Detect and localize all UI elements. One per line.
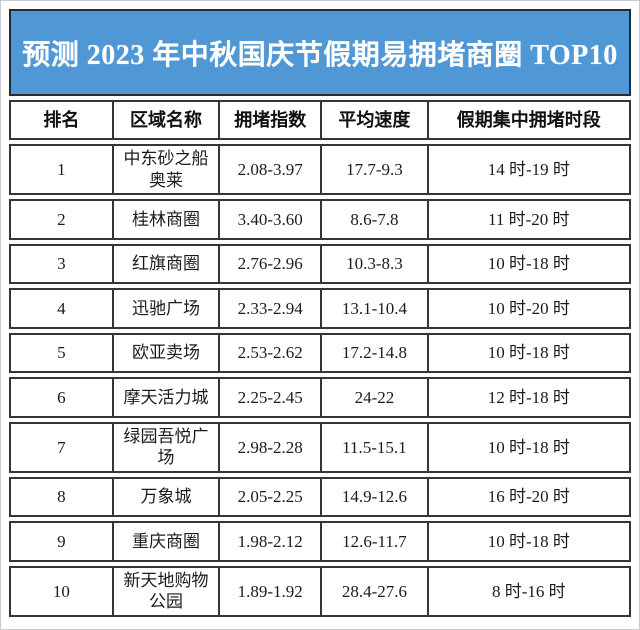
cell-period: 10 时-20 时 <box>427 288 631 329</box>
col-header-area: 区域名称 <box>112 100 220 140</box>
table-row: 6 摩天活力城 2.25-2.45 24-22 12 时-18 时 <box>9 377 631 418</box>
table-row: 8 万象城 2.05-2.25 14.9-12.6 16 时-20 时 <box>9 476 631 518</box>
cell-index: 2.05-2.25 <box>219 476 322 518</box>
col-header-period: 假期集中拥堵时段 <box>427 100 631 140</box>
cell-speed: 13.1-10.4 <box>321 288 428 329</box>
cell-period: 14 时-19 时 <box>427 144 631 196</box>
cell-speed: 11.5-15.1 <box>321 421 428 473</box>
cell-area: 摩天活力城 <box>112 377 220 418</box>
cell-area: 重庆商圈 <box>112 521 220 562</box>
cell-index: 2.08-3.97 <box>219 144 322 196</box>
cell-index: 2.76-2.96 <box>219 243 322 285</box>
cell-period: 10 时-18 时 <box>427 332 631 374</box>
cell-area: 万象城 <box>112 476 220 518</box>
table-row: 9 重庆商圈 1.98-2.12 12.6-11.7 10 时-18 时 <box>9 521 631 562</box>
cell-period: 10 时-18 时 <box>427 243 631 285</box>
cell-speed: 10.3-8.3 <box>321 243 428 285</box>
cell-rank: 6 <box>9 377 113 418</box>
col-header-rank: 排名 <box>9 100 113 140</box>
table-row: 4 迅驰广场 2.33-2.94 13.1-10.4 10 时-20 时 <box>9 288 631 329</box>
cell-rank: 1 <box>9 144 113 196</box>
cell-index: 3.40-3.60 <box>219 199 322 240</box>
cell-rank: 10 <box>9 565 113 617</box>
cell-period: 16 时-20 时 <box>427 476 631 518</box>
cell-index: 1.98-2.12 <box>219 521 322 562</box>
cell-period: 12 时-18 时 <box>427 377 631 418</box>
cell-rank: 5 <box>9 332 113 374</box>
cell-speed: 28.4-27.6 <box>321 565 428 617</box>
cell-rank: 7 <box>9 421 113 473</box>
cell-index: 2.33-2.94 <box>219 288 322 329</box>
cell-speed: 24-22 <box>321 377 428 418</box>
cell-speed: 14.9-12.6 <box>321 476 428 518</box>
cell-period: 8 时-16 时 <box>427 565 631 617</box>
cell-speed: 12.6-11.7 <box>321 521 428 562</box>
page-title: 预测 2023 年中秋国庆节假期易拥堵商圈 TOP10 <box>22 39 618 71</box>
cell-index: 2.98-2.28 <box>219 421 322 473</box>
cell-rank: 4 <box>9 288 113 329</box>
cell-index: 2.53-2.62 <box>219 332 322 374</box>
table-row: 2 桂林商圈 3.40-3.60 8.6-7.8 11 时-20 时 <box>9 199 631 240</box>
cell-area: 绿园吾悦广场 <box>112 421 220 473</box>
cell-area: 欧亚卖场 <box>112 332 220 374</box>
cell-rank: 2 <box>9 199 113 240</box>
cell-period: 10 时-18 时 <box>427 421 631 473</box>
col-header-index: 拥堵指数 <box>219 100 322 140</box>
cell-rank: 9 <box>9 521 113 562</box>
traffic-table: 排名 区域名称 拥堵指数 平均速度 假期集中拥堵时段 1 中东砂之船奥莱 2.0… <box>9 96 631 621</box>
col-header-speed: 平均速度 <box>321 100 428 140</box>
cell-period: 11 时-20 时 <box>427 199 631 240</box>
cell-area: 中东砂之船奥莱 <box>112 144 220 196</box>
cell-period: 10 时-18 时 <box>427 521 631 562</box>
title-banner: 预测 2023 年中秋国庆节假期易拥堵商圈 TOP10 <box>9 9 631 96</box>
table-header-row: 排名 区域名称 拥堵指数 平均速度 假期集中拥堵时段 <box>9 100 631 140</box>
table-row: 3 红旗商圈 2.76-2.96 10.3-8.3 10 时-18 时 <box>9 243 631 285</box>
cell-area: 桂林商圈 <box>112 199 220 240</box>
table-row: 5 欧亚卖场 2.53-2.62 17.2-14.8 10 时-18 时 <box>9 332 631 374</box>
table-row: 10 新天地购物公园 1.89-1.92 28.4-27.6 8 时-16 时 <box>9 565 631 617</box>
cell-index: 2.25-2.45 <box>219 377 322 418</box>
cell-rank: 3 <box>9 243 113 285</box>
cell-speed: 17.2-14.8 <box>321 332 428 374</box>
cell-speed: 8.6-7.8 <box>321 199 428 240</box>
cell-area: 新天地购物公园 <box>112 565 220 617</box>
cell-rank: 8 <box>9 476 113 518</box>
cell-speed: 17.7-9.3 <box>321 144 428 196</box>
table-row: 7 绿园吾悦广场 2.98-2.28 11.5-15.1 10 时-18 时 <box>9 421 631 473</box>
table-body: 1 中东砂之船奥莱 2.08-3.97 17.7-9.3 14 时-19 时 2… <box>9 144 631 617</box>
cell-area: 迅驰广场 <box>112 288 220 329</box>
table-row: 1 中东砂之船奥莱 2.08-3.97 17.7-9.3 14 时-19 时 <box>9 144 631 196</box>
cell-area: 红旗商圈 <box>112 243 220 285</box>
cell-index: 1.89-1.92 <box>219 565 322 617</box>
